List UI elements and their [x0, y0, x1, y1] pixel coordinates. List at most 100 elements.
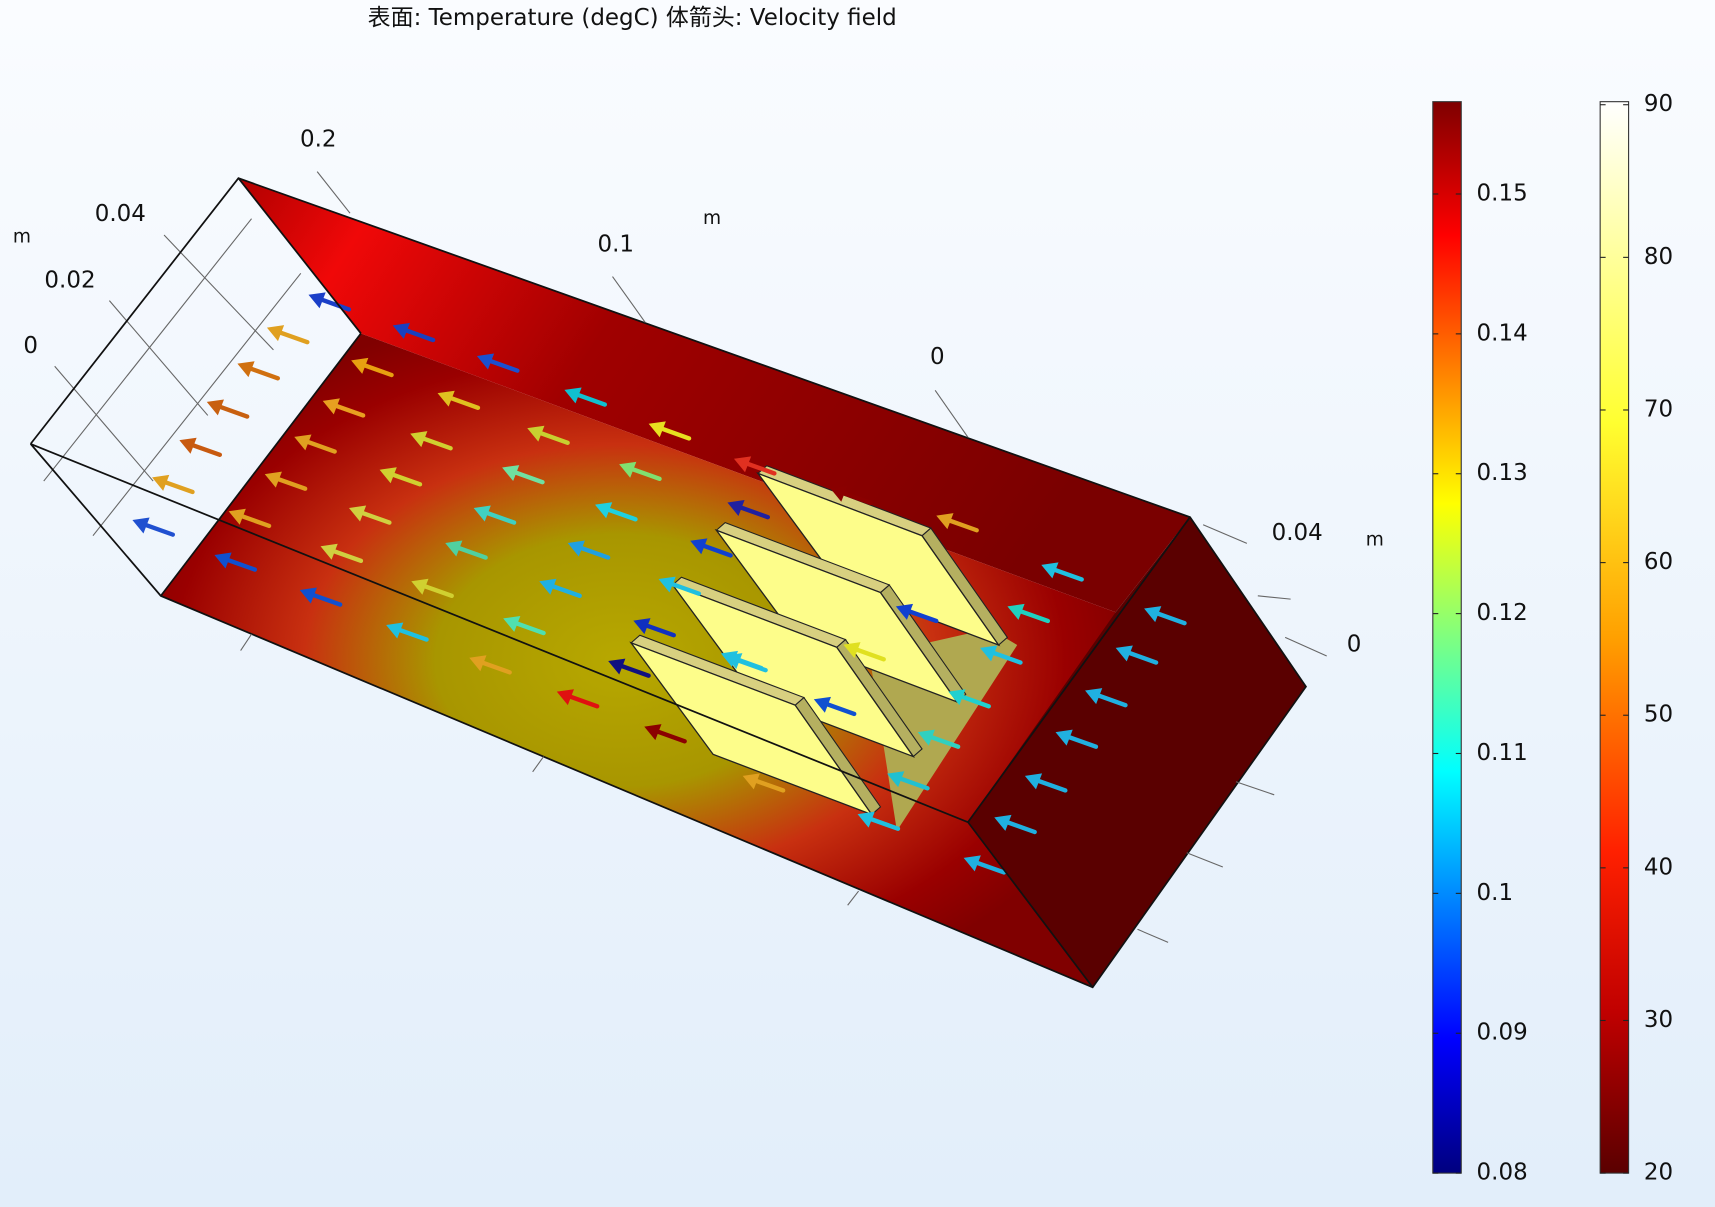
arrow-shaft: [903, 607, 939, 624]
arrow-shaft: [602, 506, 638, 522]
arrow-head: [206, 399, 224, 416]
arrow-head: [936, 513, 954, 530]
arrow: [1007, 603, 1050, 624]
arrow: [564, 387, 608, 407]
arrow: [1055, 729, 1099, 749]
arrow: [608, 658, 651, 678]
arrow-head: [445, 540, 463, 557]
axis-unit: m: [1366, 530, 1384, 551]
geometry: [43, 178, 1306, 988]
arrow: [348, 505, 392, 525]
axis-labels: 0.2 0.1 0 m 0 0.02 0.04 m 0.04 0 m: [13, 126, 1384, 657]
colorbar-tick-label: 0.11: [1477, 740, 1528, 766]
arrow: [1085, 688, 1128, 708]
arrow-shaft: [316, 296, 352, 312]
arrow: [445, 540, 488, 560]
arrow-shaft: [159, 478, 195, 495]
arrow-head: [410, 431, 428, 448]
arrow: [567, 540, 611, 560]
arrow-shaft: [943, 517, 979, 533]
arrow-shaft: [245, 365, 280, 381]
arrow-shaft: [1015, 607, 1050, 624]
arrow-shaft: [626, 465, 662, 482]
arrow-head: [1024, 773, 1043, 790]
temperature-colorbar: [1599, 101, 1630, 1174]
arrow-head: [294, 434, 312, 451]
arrow-head: [1041, 562, 1059, 579]
arrow-shaft: [452, 544, 488, 560]
arrow: [473, 505, 517, 525]
arrow: [556, 689, 600, 709]
arrow-shaft: [356, 509, 392, 525]
arrow-shaft: [236, 512, 272, 529]
arrow-shaft: [821, 700, 857, 717]
arrow: [994, 814, 1037, 835]
arrow-head: [1007, 603, 1025, 620]
arrow: [948, 689, 991, 709]
arrow: [595, 502, 638, 522]
arrow-shaft: [418, 582, 454, 599]
arrow-head: [1144, 606, 1162, 623]
arrow: [379, 467, 423, 487]
arrow-shaft: [214, 403, 250, 419]
colorbar-tick-label: 0.12: [1477, 600, 1528, 626]
arrow-head: [948, 689, 966, 706]
arrow: [320, 543, 364, 564]
colorbar-tick-label: 0.14: [1477, 320, 1528, 346]
arrow-head: [895, 603, 914, 620]
arrow-shaft: [400, 326, 436, 343]
arrow-shaft: [732, 657, 768, 673]
arrow-shaft: [187, 441, 223, 457]
arrow-head: [320, 543, 338, 560]
arrow: [386, 622, 429, 642]
arrow-head: [727, 500, 745, 517]
arrow-head: [266, 325, 285, 342]
colorbar-tick-label: 50: [1644, 702, 1673, 728]
arrow-shaft: [850, 646, 886, 662]
arrow: [648, 421, 692, 441]
arrow: [725, 653, 768, 673]
arrow-shaft: [1123, 649, 1159, 665]
arrow-head: [503, 615, 521, 632]
axis-tick-label: 0.2: [300, 126, 337, 152]
arrow-head: [539, 578, 557, 595]
arrow-shaft: [358, 361, 394, 378]
arrow-head: [980, 645, 998, 662]
arrow: [887, 771, 930, 791]
arrow-head: [830, 485, 848, 502]
inlet-grid: [43, 218, 302, 537]
colorbar-tick-label: 0.08: [1477, 1160, 1528, 1186]
arrow: [152, 474, 195, 495]
arrow-head: [473, 505, 491, 522]
arrow-shaft: [510, 619, 546, 636]
arrow-head: [556, 689, 574, 706]
arrow-shaft: [735, 504, 770, 520]
arrow-shaft: [301, 438, 337, 454]
arrow: [830, 485, 873, 506]
back-wall: [238, 178, 1190, 613]
arrow: [410, 431, 453, 451]
arrow-head: [152, 474, 170, 491]
arrow: [644, 724, 687, 744]
fin: [756, 471, 1001, 647]
arrow-shaft: [274, 329, 310, 345]
arrow: [936, 513, 979, 533]
arrow-head: [1115, 645, 1133, 662]
arrow-shaft: [575, 544, 611, 560]
arrow-shaft: [1048, 566, 1084, 582]
arrow-shaft: [534, 429, 570, 445]
arrow-head: [214, 552, 232, 569]
arrow-head: [648, 421, 666, 438]
arrow: [206, 399, 250, 419]
arrow-shaft: [741, 460, 777, 476]
arrow-shaft: [564, 693, 600, 709]
arrow-head: [963, 855, 981, 872]
arrow: [1024, 773, 1068, 793]
colorbar-ticks: 0.08 0.09 0.1 0.11 0.12 0.13 0.14 0.15 20 30 40 50 6…: [1432, 91, 1673, 1186]
arrow-head: [887, 771, 905, 788]
arrow-head: [264, 471, 282, 488]
arrow-shaft: [546, 582, 582, 599]
arrow: [437, 390, 481, 410]
arrow: [322, 398, 366, 418]
